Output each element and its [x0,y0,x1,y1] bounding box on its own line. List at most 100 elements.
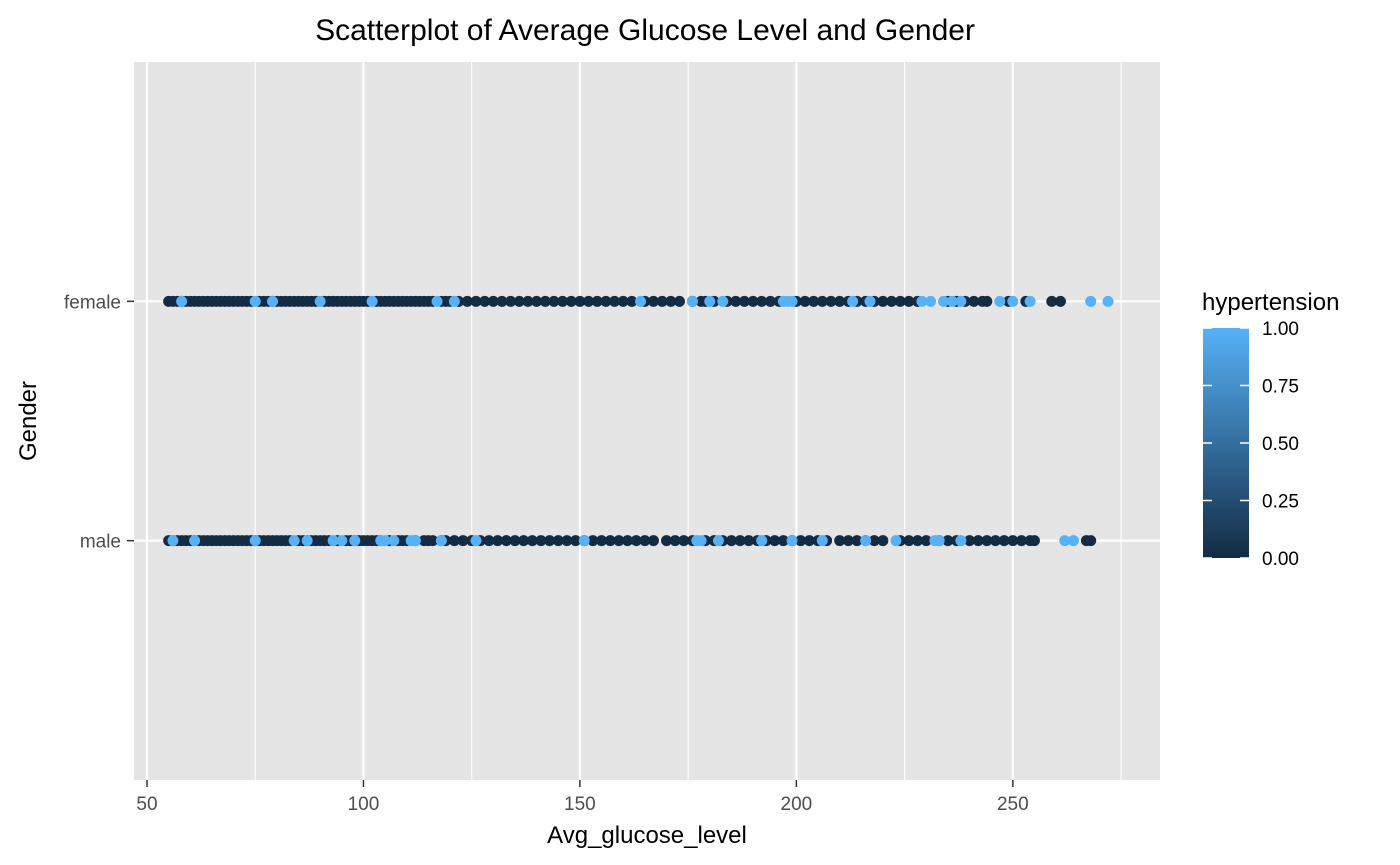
legend-title: hypertension [1202,289,1339,316]
data-point [925,295,937,307]
data-point [479,295,491,307]
data-point [920,535,932,547]
data-point [314,295,326,307]
data-point [747,295,759,307]
data-point [505,295,517,307]
legend-tick-label: 0.25 [1262,492,1299,513]
y-axis: male female [64,292,134,553]
data-point [548,295,560,307]
data-point [522,295,534,307]
x-axis: 50 100 150 200 250 [136,780,1029,815]
data-point [435,535,447,547]
data-point [1054,295,1066,307]
data-point [639,535,651,547]
y-tick-label: male [80,532,121,553]
data-point [1085,295,1097,307]
data-point [531,295,543,307]
data-point [712,535,724,547]
data-point [868,535,880,547]
data-point [431,295,443,307]
data-point [388,535,400,547]
data-point [557,295,569,307]
data-point [964,535,976,547]
data-point [912,535,924,547]
data-point [189,535,201,547]
data-point [604,535,616,547]
data-point [981,295,993,307]
data-point [349,535,361,547]
y-tick-label: female [64,292,121,313]
data-point [630,535,642,547]
data-point [626,295,638,307]
data-point [678,535,690,547]
data-point [600,295,612,307]
data-point [622,535,634,547]
data-point [448,535,460,547]
data-point [518,535,530,547]
data-point [816,535,828,547]
data-point [647,295,659,307]
data-point [470,295,482,307]
data-point [448,295,460,307]
data-point [427,535,439,547]
data-point [955,535,967,547]
data-point [665,295,677,307]
data-point [756,295,768,307]
data-point [1085,535,1097,547]
data-point [409,535,421,547]
data-point [587,535,599,547]
data-point [526,535,538,547]
data-point [492,535,504,547]
data-point [327,535,339,547]
legend-tick-label: 1.00 [1262,319,1299,340]
data-point [786,535,798,547]
legend-tick-label: 0.50 [1262,434,1299,455]
data-point [267,295,279,307]
data-point [1007,535,1019,547]
data-point [955,295,967,307]
data-point [756,535,768,547]
data-point [847,295,859,307]
data-point [167,535,179,547]
plot-panel [134,62,1160,780]
data-point [561,535,573,547]
data-point [496,295,508,307]
data-point [938,295,950,307]
data-point [336,535,348,547]
legend-tick-label: 0.00 [1262,549,1299,570]
data-point [704,295,716,307]
data-point [877,535,889,547]
data-point [834,295,846,307]
data-point [890,535,902,547]
data-point [1102,295,1114,307]
data-point [686,295,698,307]
data-point [470,535,482,547]
data-point [816,295,828,307]
data-point [903,295,915,307]
data-point [808,295,820,307]
data-point [777,535,789,547]
data-point [669,535,681,547]
x-tick-label: 100 [348,794,380,815]
data-point [799,295,811,307]
y-axis-title: Gender [15,381,42,461]
data-point [565,295,577,307]
x-tick-label: 150 [564,794,596,815]
data-point [288,535,300,547]
minor-gridlines [254,62,1122,780]
data-point [591,295,603,307]
data-point [738,295,750,307]
data-point [513,295,525,307]
data-point [825,295,837,307]
x-tick-label: 50 [136,794,157,815]
legend-tick-label: 0.75 [1262,377,1299,398]
data-point [176,295,188,307]
data-point [483,535,495,547]
data-point [877,295,889,307]
data-point [734,535,746,547]
data-point [946,295,958,307]
data-point [544,535,556,547]
data-point [764,295,776,307]
data-point [989,535,1001,547]
